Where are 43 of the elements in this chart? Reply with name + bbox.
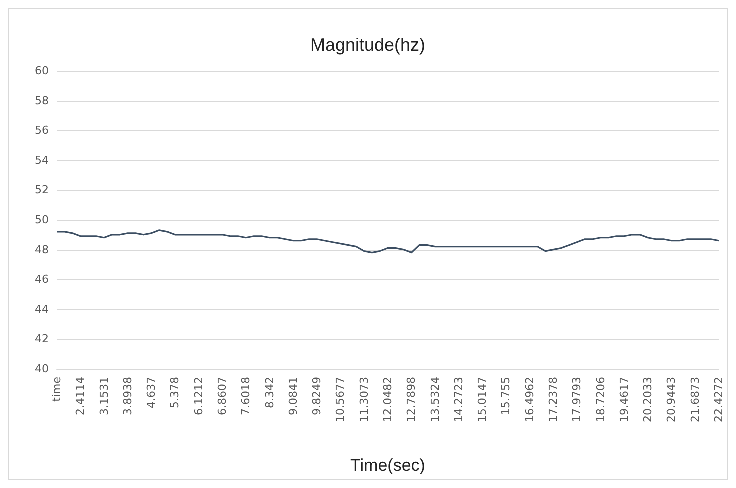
y-tick-label: 40 <box>35 362 49 376</box>
x-tick-label: 9.8249 <box>310 377 324 416</box>
x-tick-label: 17.9793 <box>570 377 584 422</box>
x-tick-label: 15.755 <box>500 377 513 416</box>
x-tick-label: 19.4617 <box>618 377 631 422</box>
y-tick-label: 44 <box>35 302 49 316</box>
x-tick-label: 22.4272 <box>712 377 726 422</box>
y-tick-label: 48 <box>35 243 49 256</box>
x-tick-label: 2.4114 <box>74 377 88 416</box>
x-tick-label: 6.8607 <box>216 377 229 416</box>
x-tick-label: 21.6873 <box>688 377 702 422</box>
chart-title: Magnitude(hz) <box>310 35 426 55</box>
x-tick-label: 6.1212 <box>192 377 206 416</box>
y-tick-label: 46 <box>35 273 49 286</box>
x-tick-label: 8.342 <box>263 377 276 408</box>
x-tick-label: 20.2033 <box>642 377 655 422</box>
y-tick-label: 56 <box>35 124 49 138</box>
x-tick-label: 4.637 <box>145 377 158 408</box>
x-tick-label: time <box>50 376 64 402</box>
x-tick-label: 5.378 <box>168 377 182 408</box>
x-tick-label: 20.9443 <box>665 377 678 422</box>
x-tick-label: 17.2378 <box>547 377 560 422</box>
y-tick-label: 52 <box>35 184 49 197</box>
x-axis-title: Time(sec) <box>350 456 426 475</box>
x-tick-label: 18.7206 <box>594 377 608 422</box>
x-tick-label: 11.3073 <box>358 377 371 422</box>
x-tick-label: 12.0482 <box>382 377 394 422</box>
x-tick-label: 3.8938 <box>121 377 134 416</box>
x-tick-label: 10.5677 <box>334 377 348 422</box>
x-tick-label: 13.5324 <box>428 377 442 422</box>
y-tick-label: 50 <box>35 214 49 226</box>
y-tick-label: 58 <box>35 94 49 108</box>
x-tick-label: 12.7898 <box>405 377 418 422</box>
x-tick-label: 16.4962 <box>523 377 536 422</box>
y-tick-label: 54 <box>35 154 49 167</box>
x-tick-label: 9.0841 <box>286 377 300 416</box>
x-tick-label: 7.6018 <box>240 377 253 416</box>
x-tick-label: 14.2723 <box>452 377 466 422</box>
y-tick-label: 42 <box>35 332 49 346</box>
x-tick-label: 15.0147 <box>476 377 490 422</box>
y-tick-label: 60 <box>35 64 49 78</box>
line-series <box>56 230 720 254</box>
x-tick-label: 3.1531 <box>98 377 111 416</box>
